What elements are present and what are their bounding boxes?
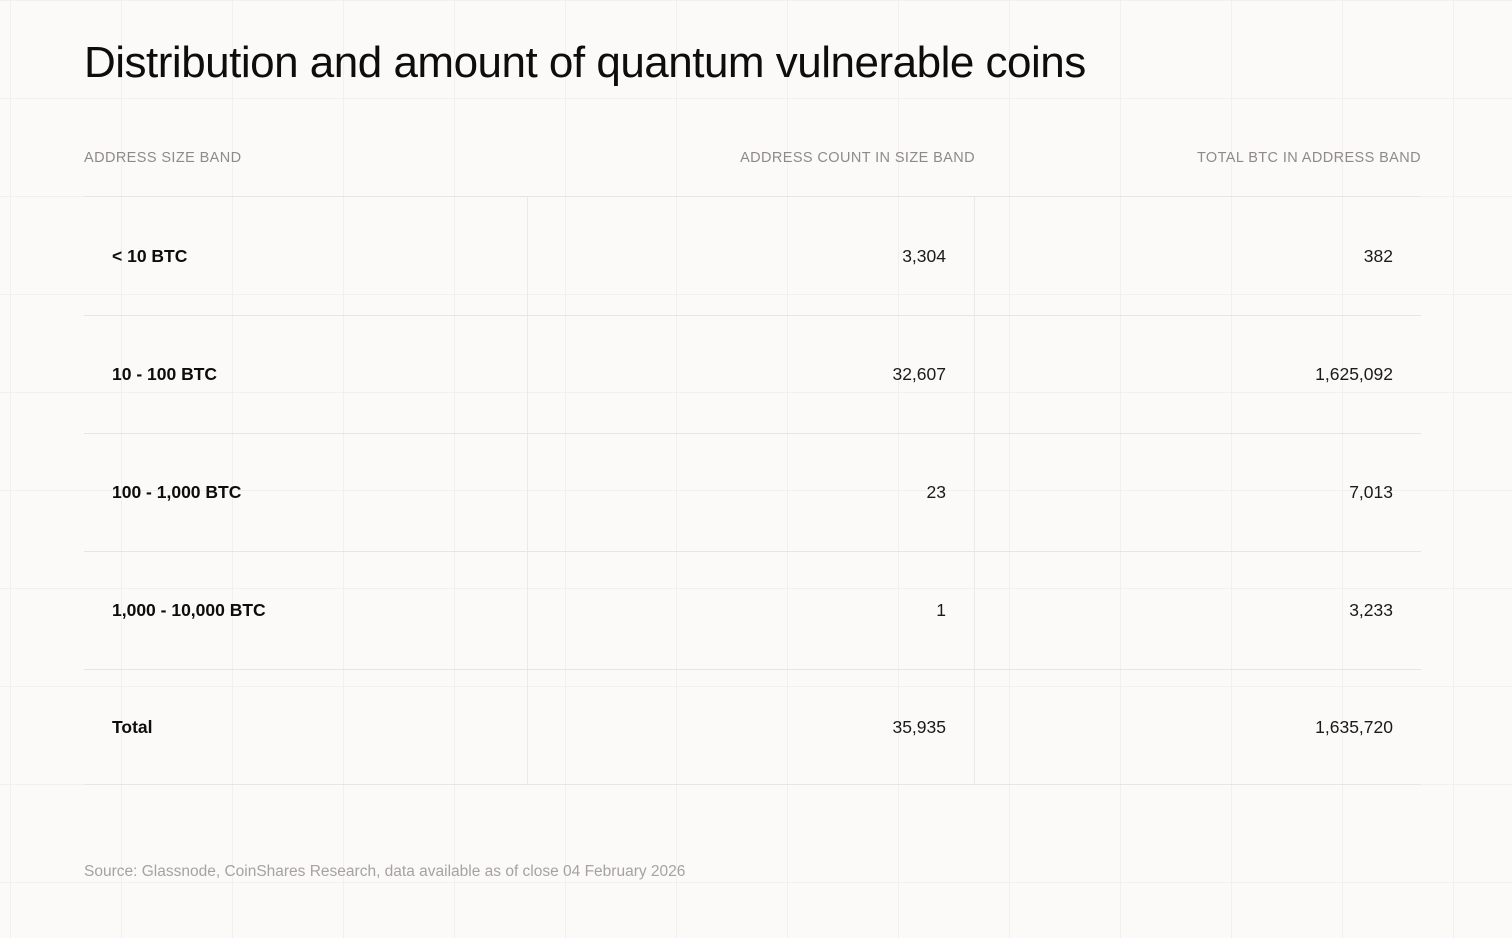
cell-total-btc: 1,625,092 — [1315, 364, 1393, 384]
table-row: 10 - 100 BTC 32,607 1,625,092 — [84, 315, 1421, 433]
cell-total-btc: 382 — [1363, 245, 1393, 266]
table-row: < 10 BTC 3,304 382 — [84, 197, 1421, 315]
table-header-row: ADDRESS SIZE BAND ADDRESS COUNT IN SIZE … — [84, 120, 1421, 196]
column-header-address-count: ADDRESS COUNT IN SIZE BAND — [740, 150, 975, 166]
table-row: 100 - 1,000 BTC 23 7,013 — [84, 433, 1421, 551]
cell-address-count: 32,607 — [528, 316, 975, 433]
cell-total-btc: 1,635,720 — [1315, 716, 1393, 737]
cell-band: 1,000 - 10,000 BTC — [84, 552, 528, 669]
table-row: 1,000 - 10,000 BTC 1 3,233 — [84, 551, 1421, 669]
cell-band: 10 - 100 BTC — [84, 316, 528, 433]
page-title: Distribution and amount of quantum vulne… — [84, 38, 1086, 87]
cell-band: 100 - 1,000 BTC — [84, 434, 528, 551]
cell-total-btc: 3,233 — [1349, 600, 1393, 620]
cell-band: Total — [84, 670, 528, 784]
column-header-total-btc: TOTAL BTC IN ADDRESS BAND — [1196, 150, 1421, 166]
column-header-address-size-band: ADDRESS SIZE BAND — [84, 150, 242, 166]
table-row-total: Total 35,935 1,635,720 — [84, 669, 1421, 784]
cell-address-count: 3,304 — [528, 197, 975, 315]
cell-address-count: 35,935 — [528, 670, 975, 784]
quantum-vulnerable-coins-table: ADDRESS SIZE BAND ADDRESS COUNT IN SIZE … — [84, 120, 1421, 785]
cell-band: < 10 BTC — [84, 197, 528, 315]
cell-total-btc: 7,013 — [1349, 482, 1393, 502]
cell-address-count: 23 — [528, 434, 975, 551]
source-attribution: Source: Glassnode, CoinShares Research, … — [84, 863, 686, 880]
table-body: < 10 BTC 3,304 382 10 - 100 BTC 32,607 1… — [84, 196, 1421, 785]
cell-address-count: 1 — [528, 552, 975, 669]
